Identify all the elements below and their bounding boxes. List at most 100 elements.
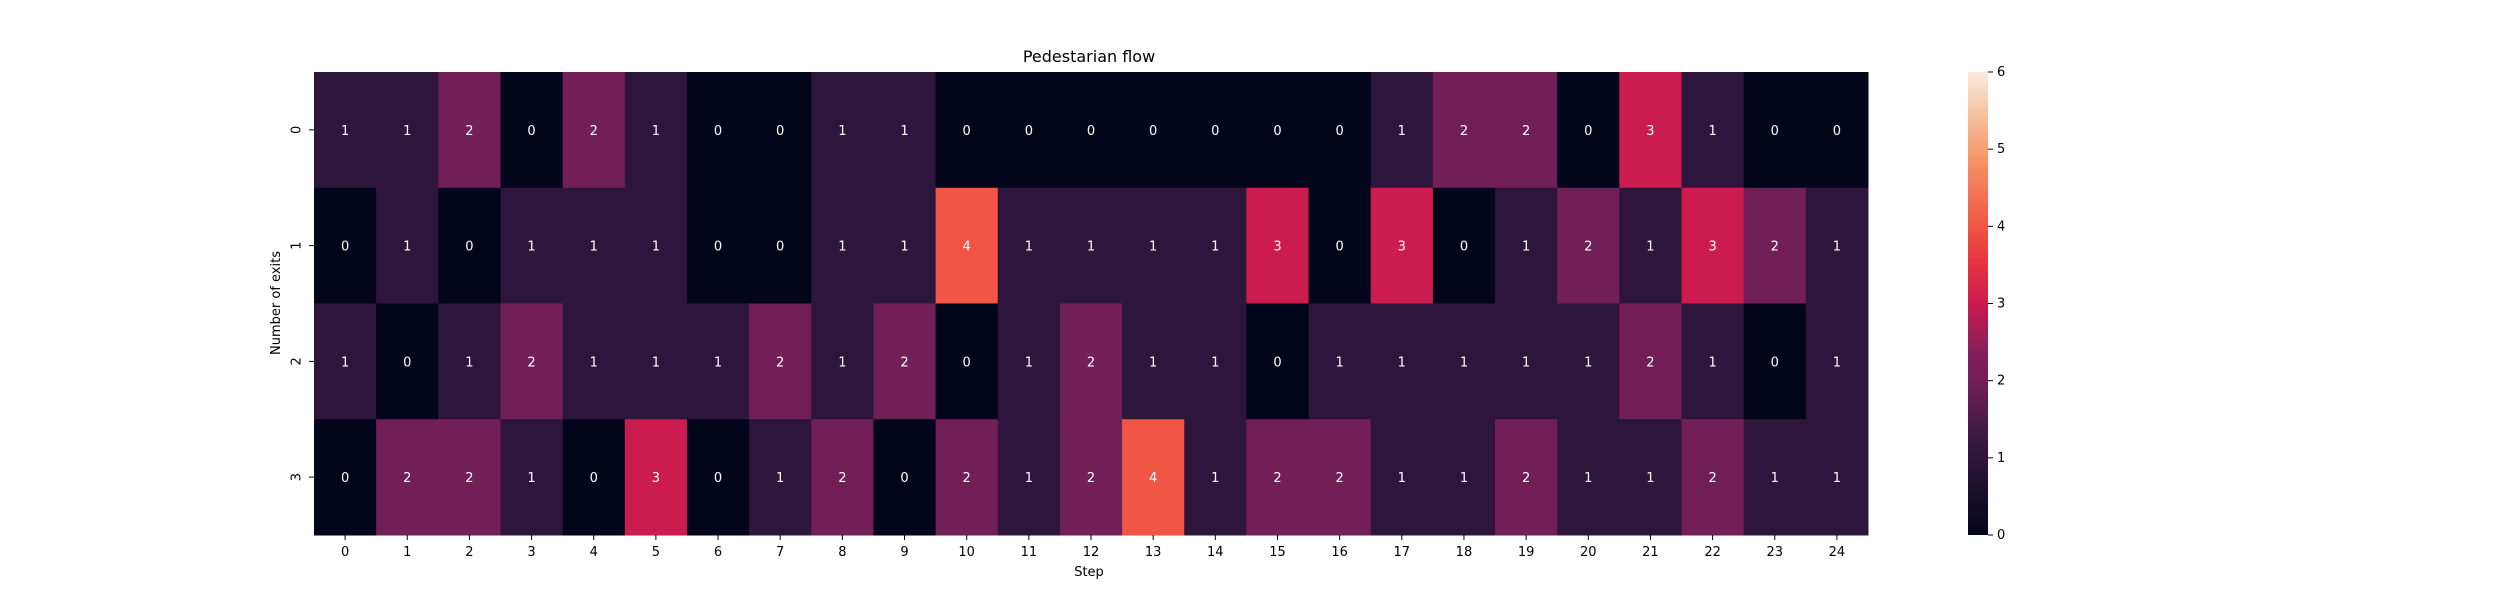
cell-value-label: 1 [1025, 471, 1033, 486]
cell-value-label: 2 [465, 471, 473, 486]
y-tick-label: 3 [290, 473, 305, 481]
cell-value-label: 1 [1149, 355, 1157, 370]
cell-value-label: 1 [1833, 240, 1841, 255]
heatmap-cell [1308, 419, 1372, 536]
x-tick-label: 5 [652, 545, 660, 560]
heatmap-cell [376, 303, 439, 420]
heatmap-cell [686, 187, 750, 304]
heatmap-cell [562, 72, 626, 189]
heatmap-cell [811, 303, 874, 420]
cell-value-label: 2 [1522, 124, 1530, 139]
cell-value-label: 1 [1522, 240, 1530, 255]
cell-value-label: 0 [590, 471, 598, 486]
cell-value-label: 0 [1211, 124, 1219, 139]
cell-value-label: 1 [1460, 355, 1468, 370]
heatmap-cell [1743, 419, 1807, 536]
heatmap-cell [1370, 187, 1434, 304]
y-tick-label: 1 [290, 241, 305, 249]
x-tick-label: 18 [1456, 545, 1473, 560]
cell-value-label: 1 [652, 240, 660, 255]
heatmap-cell [1059, 187, 1123, 304]
x-tick-label: 15 [1269, 545, 1286, 560]
cell-value-label: 4 [963, 240, 971, 255]
heatmap-cell [1059, 72, 1123, 189]
heatmap-cell [438, 303, 501, 420]
x-tick-label: 2 [465, 545, 473, 560]
cell-value-label: 2 [838, 471, 846, 486]
y-axis-label: Number of exits [269, 251, 284, 355]
heatmap-cell [562, 187, 626, 304]
heatmap-cell [314, 72, 377, 189]
heatmap-cell [873, 187, 937, 304]
heatmap-cell [1681, 187, 1745, 304]
x-tick-label: 3 [527, 545, 535, 560]
cell-value-label: 1 [1087, 240, 1095, 255]
colorbar-tick-label: 0 [1997, 528, 2005, 543]
heatmap-cell [1122, 187, 1185, 304]
heatmap-cell [314, 303, 377, 420]
cell-value-label: 0 [1771, 124, 1779, 139]
cell-value-label: 2 [403, 471, 411, 486]
x-tick-label: 22 [1704, 545, 1721, 560]
cell-value-label: 1 [1398, 355, 1406, 370]
cell-value-label: 0 [776, 124, 784, 139]
x-tick-label: 13 [1145, 545, 1162, 560]
cell-value-label: 1 [1335, 355, 1343, 370]
cell-value-label: 1 [1025, 240, 1033, 255]
heatmap-cell [811, 72, 874, 189]
cell-value-label: 0 [776, 240, 784, 255]
colorbar-tick-label: 3 [1997, 297, 2005, 312]
heatmap-cell [314, 187, 377, 304]
x-axis-ticks: 0 1 2 3 4 5 6 7 8 9 10 11 12 13 14 15 16 17 18 19 20 21 22 23 24 [341, 535, 1845, 560]
heatmap-cell [376, 419, 439, 536]
heatmap-cell [1370, 303, 1434, 420]
heatmap-cell [749, 419, 812, 536]
cell-value-label: 1 [1771, 471, 1779, 486]
cell-value-label: 1 [776, 471, 784, 486]
cell-value-label: 1 [341, 124, 349, 139]
cell-value-label: 1 [1584, 355, 1592, 370]
heatmap-cell [438, 419, 501, 536]
heatmap-cell [1557, 72, 1620, 189]
x-tick-label: 1 [403, 545, 411, 560]
cell-value-label: 0 [341, 471, 349, 486]
x-tick-label: 4 [590, 545, 598, 560]
cell-value-label: 1 [714, 355, 722, 370]
heatmap-cells: 1 1 2 0 2 1 0 0 1 1 0 0 0 0 0 0 0 1 2 2 0 3 1 0 0 0 1 0 1 1 1 0 0 1 1 4 1 1 1 1… [314, 72, 1869, 536]
heatmap-cell [1246, 187, 1310, 304]
cell-value-label: 1 [1211, 355, 1219, 370]
cell-value-label: 0 [714, 124, 722, 139]
x-axis-label: Step [1074, 565, 1104, 580]
heatmap-cell [1308, 72, 1372, 189]
cell-value-label: 0 [1025, 124, 1033, 139]
cell-value-label: 1 [1708, 124, 1716, 139]
cell-value-label: 0 [1771, 355, 1779, 370]
cell-value-label: 1 [1398, 124, 1406, 139]
heatmap-cell [500, 303, 564, 420]
heatmap-cell [500, 72, 564, 189]
cell-value-label: 1 [341, 355, 349, 370]
cell-value-label: 1 [1646, 240, 1654, 255]
cell-value-label: 0 [1335, 240, 1343, 255]
heatmap-cell [1184, 419, 1247, 536]
heatmap-cell [1495, 72, 1558, 189]
x-tick-label: 20 [1580, 545, 1597, 560]
x-tick-label: 16 [1331, 545, 1348, 560]
cell-value-label: 2 [776, 355, 784, 370]
cell-value-label: 2 [1335, 471, 1343, 486]
colorbar: 0 1 2 3 4 5 6 [1968, 65, 2005, 543]
cell-value-label: 1 [1025, 355, 1033, 370]
cell-value-label: 1 [527, 240, 535, 255]
heatmap-cell [997, 303, 1061, 420]
cell-value-label: 2 [1646, 355, 1654, 370]
heatmap-cell [935, 187, 999, 304]
heatmap-cell [624, 419, 688, 536]
heatmap-cell [935, 419, 999, 536]
cell-value-label: 1 [403, 240, 411, 255]
heatmap-cell [997, 72, 1061, 189]
cell-value-label: 1 [1522, 355, 1530, 370]
heatmap-cell [873, 419, 937, 536]
cell-value-label: 0 [1833, 124, 1841, 139]
heatmap-cell [1432, 72, 1496, 189]
heatmap-cell [1681, 303, 1745, 420]
